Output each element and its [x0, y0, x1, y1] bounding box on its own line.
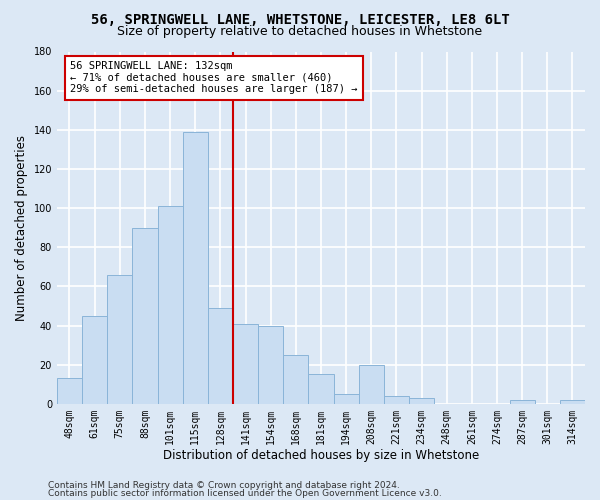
- Bar: [334, 394, 359, 404]
- Text: Contains public sector information licensed under the Open Government Licence v3: Contains public sector information licen…: [48, 490, 442, 498]
- Bar: [182, 132, 208, 404]
- Y-axis label: Number of detached properties: Number of detached properties: [15, 134, 28, 320]
- Bar: [258, 326, 283, 404]
- Bar: [308, 374, 334, 404]
- Bar: [133, 228, 158, 404]
- Bar: [158, 206, 182, 404]
- Bar: [233, 324, 258, 404]
- Bar: [283, 355, 308, 404]
- X-axis label: Distribution of detached houses by size in Whetstone: Distribution of detached houses by size …: [163, 450, 479, 462]
- Bar: [409, 398, 434, 404]
- Bar: [82, 316, 107, 404]
- Text: 56 SPRINGWELL LANE: 132sqm
← 71% of detached houses are smaller (460)
29% of sem: 56 SPRINGWELL LANE: 132sqm ← 71% of deta…: [70, 62, 358, 94]
- Text: 56, SPRINGWELL LANE, WHETSTONE, LEICESTER, LE8 6LT: 56, SPRINGWELL LANE, WHETSTONE, LEICESTE…: [91, 12, 509, 26]
- Text: Contains HM Land Registry data © Crown copyright and database right 2024.: Contains HM Land Registry data © Crown c…: [48, 481, 400, 490]
- Bar: [560, 400, 585, 404]
- Bar: [384, 396, 409, 404]
- Bar: [208, 308, 233, 404]
- Bar: [107, 274, 133, 404]
- Bar: [57, 378, 82, 404]
- Text: Size of property relative to detached houses in Whetstone: Size of property relative to detached ho…: [118, 25, 482, 38]
- Bar: [509, 400, 535, 404]
- Bar: [359, 364, 384, 404]
